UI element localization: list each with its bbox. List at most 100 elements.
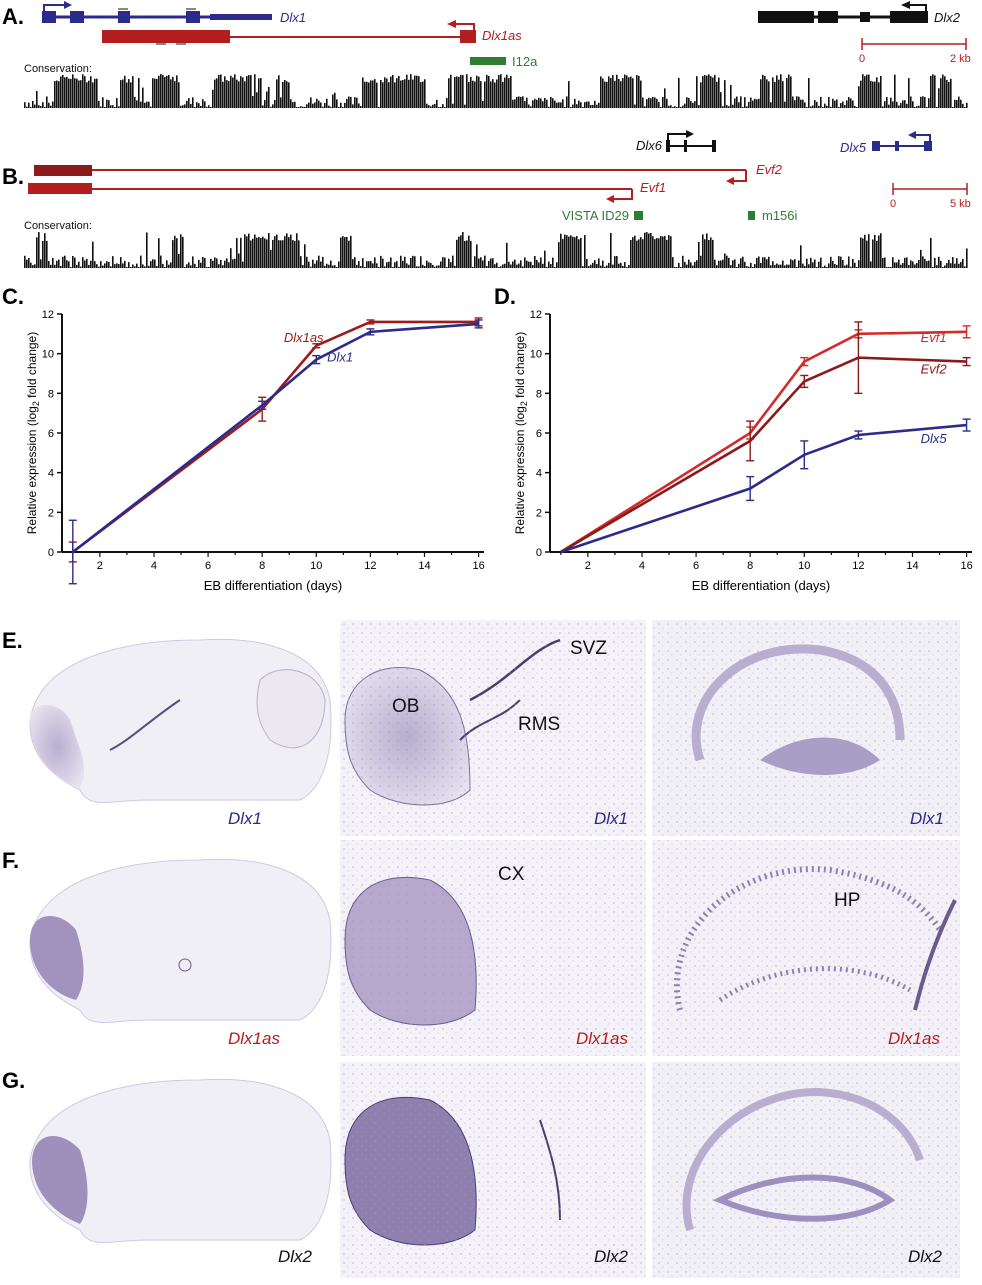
conservation-bar: [336, 99, 338, 108]
conservation-bar: [528, 104, 530, 108]
conservation-bar: [106, 261, 108, 268]
series-line-Dlx1: [72, 322, 479, 554]
conservation-bar: [252, 238, 254, 268]
conservation-bar: [674, 267, 676, 268]
conservation-bar: [498, 267, 500, 268]
conservation-bar: [392, 267, 394, 268]
conservation-bar: [842, 101, 844, 108]
conservation-bar: [502, 81, 504, 108]
conservation-bar: [228, 262, 230, 268]
conservation-bar: [410, 257, 412, 268]
conservation-bar: [124, 75, 126, 108]
conservation-bar: [448, 78, 450, 108]
panel-a: A. Dlx1 Dlx1as: [2, 1, 971, 108]
conservation-bar: [488, 76, 490, 108]
conservation-bar: [574, 99, 576, 108]
conservation-bar: [228, 81, 230, 108]
conservation-bar: [706, 75, 708, 108]
conservation-bar: [188, 262, 190, 268]
conservation-bar: [830, 256, 832, 268]
conservation-bar: [628, 264, 630, 268]
conservation-bar: [590, 105, 592, 108]
conservation-bar: [616, 74, 618, 108]
conservation-bar: [654, 239, 656, 268]
conservation-bar: [398, 75, 400, 108]
conservation-bar: [870, 80, 872, 108]
conservation-bar: [504, 77, 506, 108]
conservation-bar: [60, 76, 62, 108]
conservation-bar: [816, 267, 818, 268]
conservation-bar: [44, 233, 46, 268]
conservation-bar: [282, 240, 284, 268]
conservation-bar: [616, 256, 618, 268]
conservation-bar: [446, 267, 448, 268]
conservation-bar: [198, 259, 200, 268]
conservation-bar: [536, 99, 538, 108]
conservation-bar: [262, 105, 264, 108]
conservation-bar: [906, 257, 908, 268]
conservation-bar: [482, 101, 484, 108]
conservation-bar: [624, 74, 626, 108]
conservation-bar: [700, 82, 702, 108]
conservation-bar: [152, 78, 154, 108]
conservation-bar: [584, 235, 586, 268]
conservation-bar: [70, 267, 72, 268]
conservation-bar: [684, 261, 686, 268]
conservation-bar: [664, 88, 666, 108]
conservation-bar: [266, 239, 268, 268]
series-line-Dlx5: [560, 423, 967, 554]
conservation-bar: [514, 259, 516, 268]
conservation-bar: [82, 257, 84, 268]
conservation-bar: [754, 264, 756, 268]
conservation-bar: [400, 80, 402, 108]
x-tick-label: 8: [259, 560, 265, 572]
conservation-bar: [580, 237, 582, 268]
conservation-bar: [832, 98, 834, 108]
conservation-bar: [318, 255, 320, 268]
conservation-bar: [746, 266, 748, 268]
conservation-bar: [286, 233, 288, 268]
conservation-bar: [154, 78, 156, 108]
conservation-bar: [146, 232, 148, 268]
conservation-bar: [480, 257, 482, 268]
chart-d: D. 0 2 4 6 8 10 12 2 4 6 8 10 12 14 16 EB differentiatio…: [494, 284, 973, 593]
conservation-bar: [108, 262, 110, 268]
conservation-bar: [74, 257, 76, 268]
conservation-bar: [180, 234, 182, 268]
conservation-bar: [558, 102, 560, 108]
conservation-bar: [736, 267, 738, 268]
conservation-bar: [548, 261, 550, 268]
conservation-bar: [762, 74, 764, 108]
conservation-bar: [754, 98, 756, 108]
conservation-bar: [232, 77, 234, 108]
conservation-bar: [348, 240, 350, 268]
conservation-bar: [34, 104, 36, 108]
x-tick-label: 16: [472, 560, 484, 572]
conservation-bar: [394, 262, 396, 268]
conservation-bar: [264, 238, 266, 268]
conservation-bar: [966, 248, 968, 268]
conservation-bar: [234, 74, 236, 108]
conservation-bar: [322, 106, 324, 108]
conservation-bar: [584, 102, 586, 108]
conservation-bar: [494, 82, 496, 108]
conservation-bar: [242, 261, 244, 268]
conservation-bar: [544, 250, 546, 268]
conservation-bar: [830, 106, 832, 108]
conservation-bar: [960, 262, 962, 268]
conservation-bar: [718, 260, 720, 268]
conservation-bar: [410, 74, 412, 108]
conservation-bar: [472, 266, 474, 268]
conservation-bar: [98, 266, 100, 268]
conservation-bar: [56, 80, 58, 108]
conservation-bar: [420, 82, 422, 108]
conservation-bar: [594, 100, 596, 108]
conservation-bar: [426, 103, 428, 108]
conservation-bar: [544, 98, 546, 108]
conservation-bar: [582, 107, 584, 108]
conservation-bar: [840, 103, 842, 108]
conservation-bar: [318, 100, 320, 108]
x-tick-label: 8: [747, 560, 753, 572]
conservation-bar: [776, 75, 778, 108]
conservation-bar: [662, 236, 664, 268]
